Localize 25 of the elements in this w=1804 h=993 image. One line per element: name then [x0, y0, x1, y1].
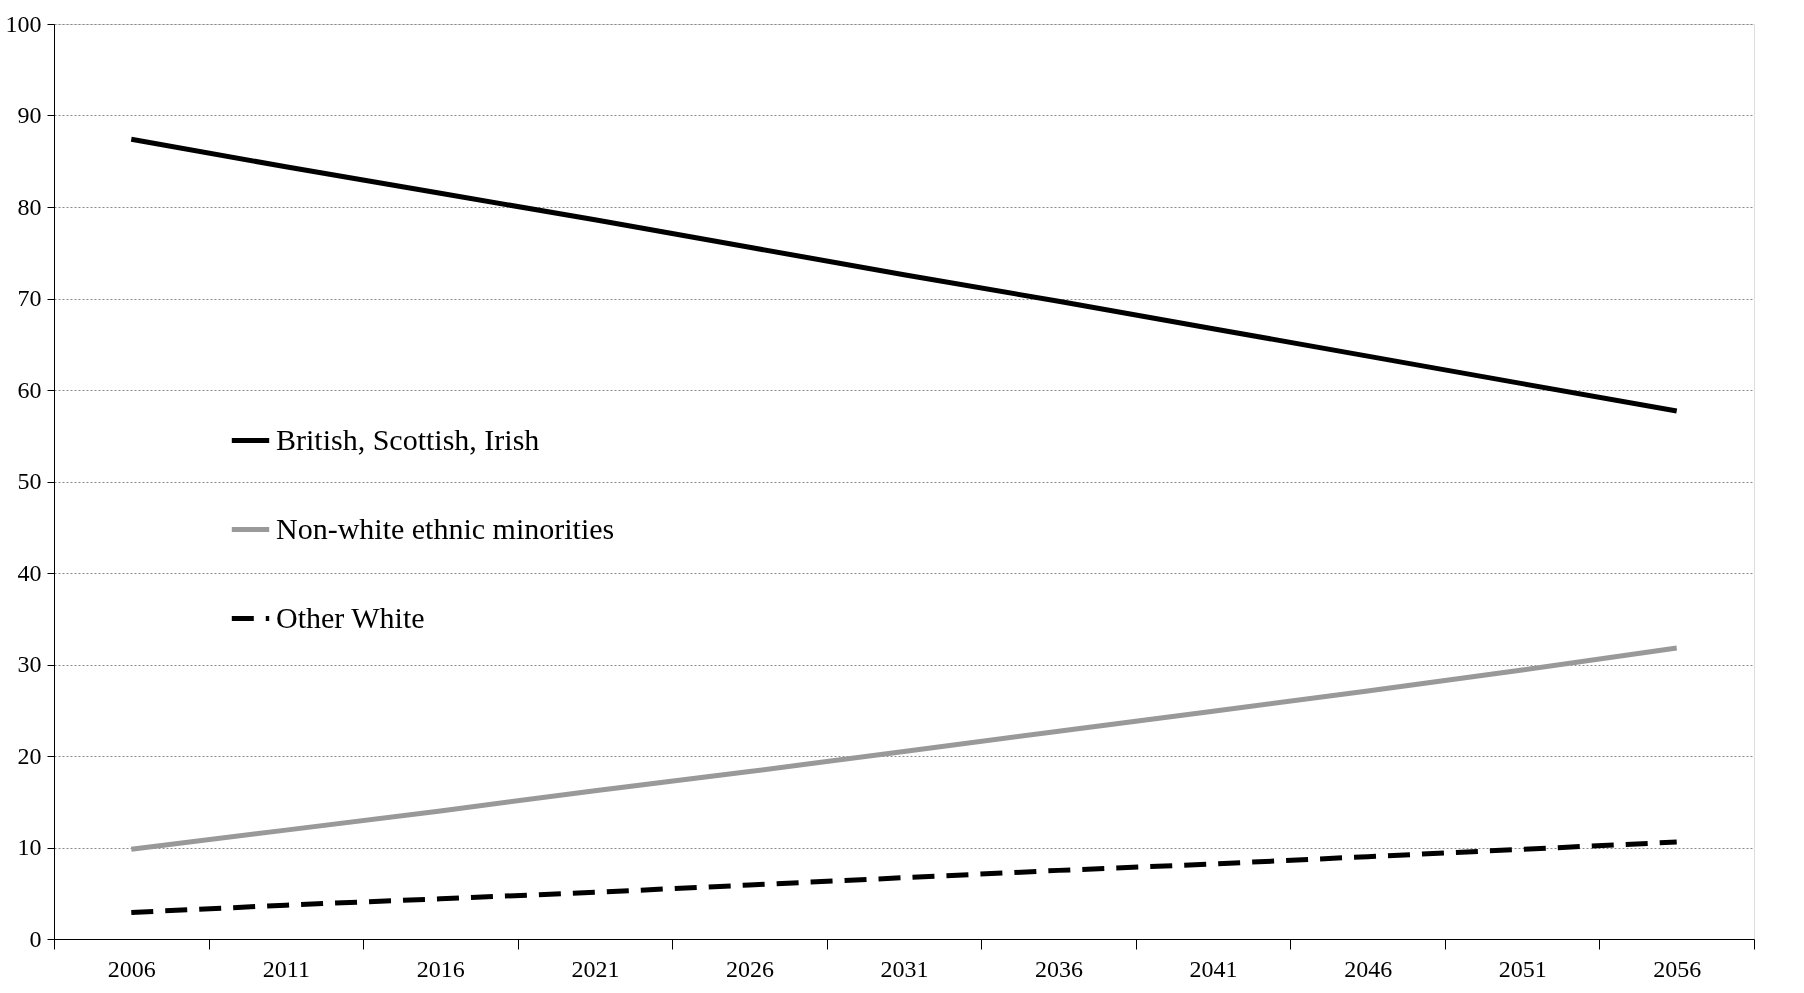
x-tick-label: 2006: [107, 955, 156, 982]
x-tick-label: 2051: [1498, 955, 1547, 982]
x-tick-label: 2041: [1189, 955, 1238, 982]
x-tick-label: 2036: [1035, 955, 1084, 982]
y-tick-label: 70: [17, 285, 42, 311]
y-tick-label: 0: [29, 925, 42, 952]
x-tick-label: 2021: [571, 955, 620, 982]
legend-label: British, Scottish, Irish: [276, 422, 540, 456]
y-tick-label: 80: [17, 193, 42, 220]
x-tick-label: 2011: [262, 955, 310, 982]
y-tick-label: 20: [17, 742, 42, 769]
y-tick-label: 30: [17, 651, 42, 677]
x-tick-label: 2016: [416, 955, 465, 982]
x-tick-label: 2046: [1344, 955, 1393, 982]
y-tick-label: 50: [17, 468, 42, 494]
y-tick-label: 10: [17, 834, 42, 860]
x-tick-label: 2056: [1653, 955, 1702, 982]
y-tick-label: 90: [17, 102, 42, 128]
y-tick-label: 40: [17, 559, 42, 586]
y-tick-label: 100: [5, 10, 42, 37]
legend-label: Non-white ethnic minorities: [276, 511, 615, 545]
x-tick-label: 2031: [880, 955, 929, 982]
y-tick-label: 60: [17, 376, 42, 403]
legend-label: Other White: [276, 600, 425, 634]
x-tick-label: 2026: [725, 955, 774, 982]
